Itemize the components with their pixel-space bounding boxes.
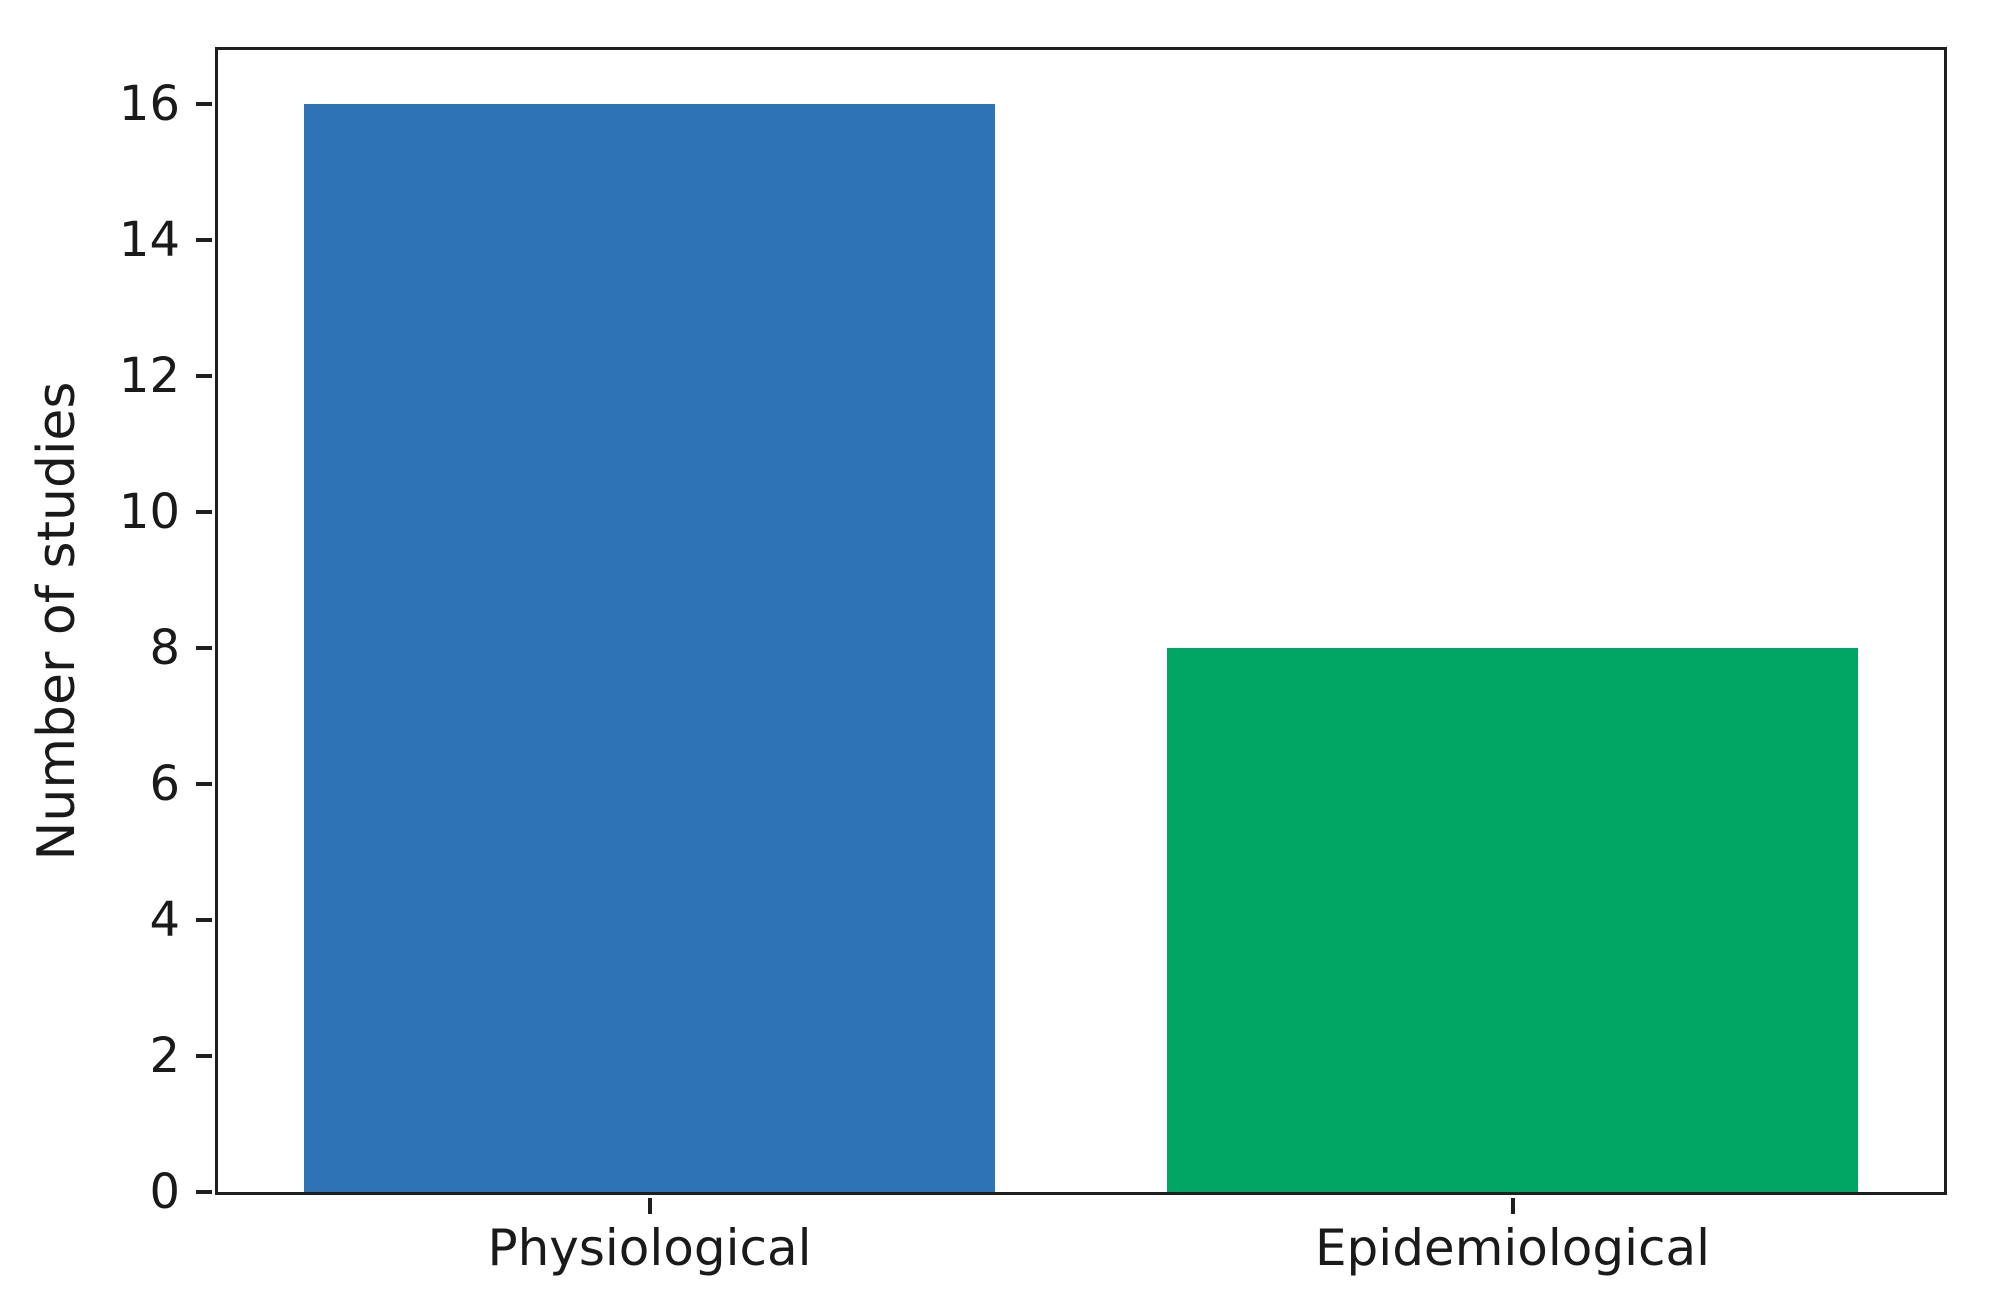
y-tick-mark xyxy=(196,102,212,107)
y-tick-label: 8 xyxy=(149,620,180,677)
y-tick-label: 14 xyxy=(118,212,180,269)
y-tick-label: 12 xyxy=(118,348,180,405)
y-tick-mark xyxy=(196,646,212,651)
y-tick-label: 16 xyxy=(118,76,180,133)
y-tick-mark xyxy=(196,1190,212,1194)
x-tick-mark xyxy=(647,1198,652,1214)
y-tick-mark xyxy=(196,238,212,243)
y-tick-label: 4 xyxy=(149,892,180,949)
y-tick-mark xyxy=(196,510,212,515)
y-tick-mark xyxy=(196,918,212,923)
y-tick-label: 0 xyxy=(149,1164,180,1220)
bar-epidemiological xyxy=(1167,648,1858,1192)
x-tick-label-epidemiological: Epidemiological xyxy=(1314,1219,1711,1277)
y-tick-mark xyxy=(196,374,212,379)
y-tick-label: 10 xyxy=(118,484,180,541)
x-tick-label-physiological: Physiological xyxy=(487,1219,812,1277)
bar-physiological xyxy=(304,104,995,1192)
y-tick-mark xyxy=(196,1054,212,1059)
x-tick-mark xyxy=(1510,1198,1515,1214)
y-tick-label: 6 xyxy=(149,756,180,813)
y-tick-mark xyxy=(196,782,212,787)
y-tick-label: 2 xyxy=(149,1028,180,1085)
plot-area: 0 2 4 6 8 10 12 14 16 Physiological Epidemiologica… xyxy=(119,47,1947,1277)
